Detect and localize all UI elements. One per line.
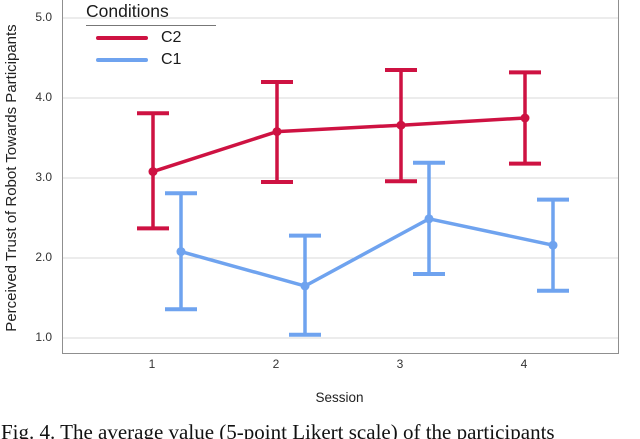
y-tick-label: 2.0 bbox=[35, 250, 52, 264]
y-tick-label: 5.0 bbox=[35, 10, 52, 24]
legend-item-c1: C1 bbox=[86, 49, 216, 70]
legend-item-label: C2 bbox=[161, 28, 182, 46]
legend: Conditions C2 C1 bbox=[86, 0, 216, 70]
y-axis-title: Perceived Trust of Robot Towards Partici… bbox=[3, 24, 20, 332]
legend-title: Conditions bbox=[86, 0, 216, 26]
x-tick-label: 2 bbox=[272, 357, 280, 371]
x-tick-label: 3 bbox=[396, 357, 404, 371]
legend-item-c2: C2 bbox=[86, 27, 216, 48]
x-tick-label: 4 bbox=[520, 357, 528, 371]
legend-item-label: C1 bbox=[161, 50, 182, 68]
c2-line-swatch bbox=[96, 35, 148, 40]
c1-line-swatch bbox=[96, 57, 148, 62]
figure-caption: Fig. 4. The average value (5-point Liker… bbox=[1, 420, 555, 439]
x-axis-title: Session bbox=[315, 390, 364, 405]
chart-canvas bbox=[63, 17, 618, 339]
y-tick-label: 3.0 bbox=[35, 170, 52, 184]
x-tick-label: 1 bbox=[148, 357, 156, 371]
plot-area: Conditions C2 C1 bbox=[62, 0, 619, 354]
y-tick-label: 4.0 bbox=[35, 90, 52, 104]
y-tick-label: 1.0 bbox=[35, 330, 52, 344]
